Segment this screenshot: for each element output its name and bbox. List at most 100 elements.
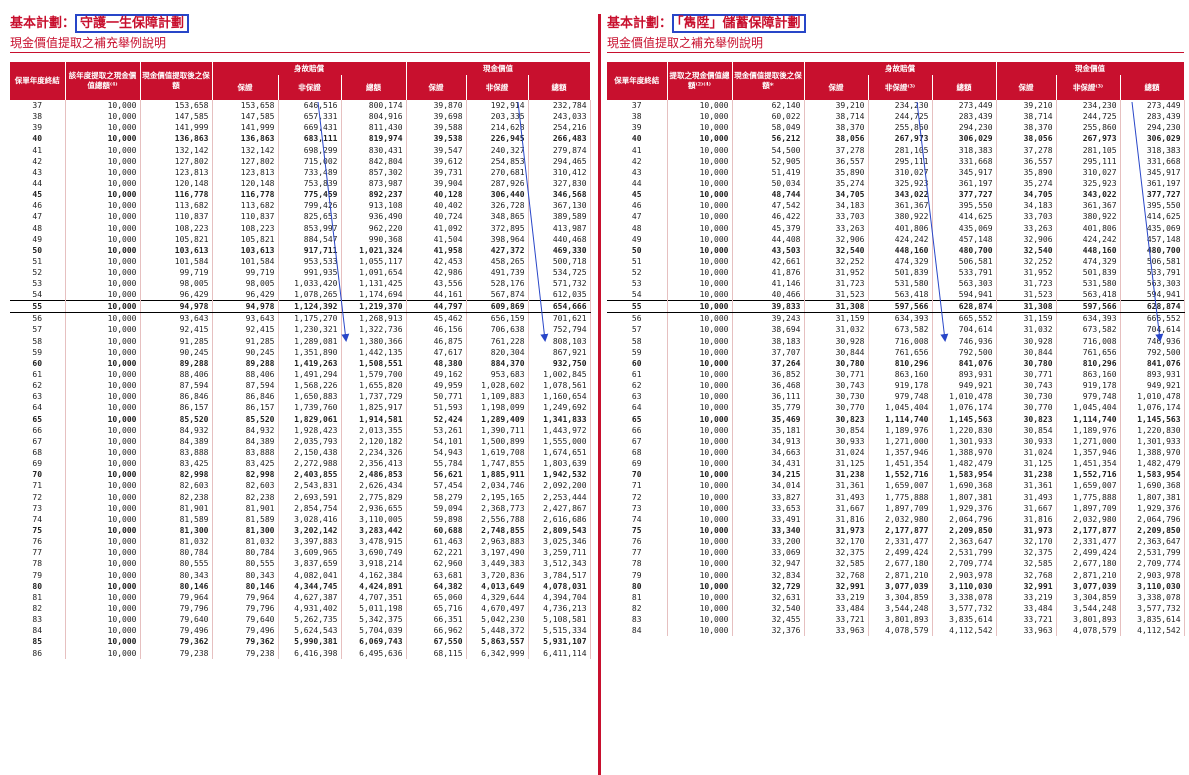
table-cell: 32,585 bbox=[804, 558, 869, 570]
table-cell: 244,725 bbox=[868, 111, 933, 123]
table-cell: 31,361 bbox=[804, 480, 869, 492]
left-title: 基本計劃： 守護一生保障計劃 bbox=[10, 12, 190, 33]
table-cell: 401,806 bbox=[1056, 222, 1121, 234]
table-cell: 39,612 bbox=[406, 155, 467, 167]
table-cell: 917,711 bbox=[278, 244, 342, 256]
table-cell: 65,060 bbox=[406, 591, 467, 603]
table-cell: 30,780 bbox=[804, 357, 869, 369]
table-row: 60 10,000 37,264 30,780 810,296 841,076 30,780… bbox=[607, 357, 1185, 369]
table-cell: 48,380 bbox=[406, 357, 467, 369]
table-cell: 4,112,542 bbox=[1120, 625, 1185, 637]
table-cell: 10,000 bbox=[667, 458, 733, 470]
table-cell: 389,589 bbox=[528, 211, 591, 223]
table-row: 80 10,000 80,146 80,146 4,344,745 4,424,891 64… bbox=[10, 580, 591, 592]
table-row: 64 10,000 86,157 86,157 1,739,760 1,825,917 51… bbox=[10, 402, 591, 414]
table-cell: 35,181 bbox=[732, 424, 805, 436]
table-cell: 753,839 bbox=[278, 177, 342, 190]
table-cell: 81 bbox=[10, 591, 66, 603]
table-row: 49 10,000 44,408 32,906 424,242 457,148 32,906… bbox=[607, 233, 1185, 245]
table-cell: 1,482,479 bbox=[932, 458, 997, 470]
header-death-benefit: 身故賠償 bbox=[804, 62, 997, 75]
table-cell: 110,837 bbox=[212, 211, 279, 223]
table-cell: 82,998 bbox=[140, 469, 213, 481]
table-cell: 31,125 bbox=[804, 458, 869, 470]
table-cell: 254,216 bbox=[528, 122, 591, 134]
table-cell: 79,238 bbox=[212, 647, 279, 659]
table-cell: 534,725 bbox=[528, 267, 591, 279]
header-guaranteed: 保證 bbox=[212, 75, 279, 100]
table-cell: 62 bbox=[607, 380, 668, 392]
table-cell: 4,627,387 bbox=[278, 591, 342, 603]
table-cell: 2,499,424 bbox=[1056, 547, 1121, 559]
table-cell: 38,056 bbox=[804, 133, 869, 145]
table-cell: 30,823 bbox=[804, 413, 869, 425]
table-cell: 30,743 bbox=[996, 380, 1057, 392]
table-cell: 10,000 bbox=[65, 636, 141, 648]
header-total: 總額 bbox=[932, 75, 997, 100]
table-cell: 192,914 bbox=[466, 100, 529, 112]
table-cell: 35,274 bbox=[996, 177, 1057, 190]
table-cell: 10,000 bbox=[65, 536, 141, 548]
table-cell: 67,550 bbox=[406, 636, 467, 648]
table-row: 50 10,000 43,503 32,540 448,160 480,700 32,540… bbox=[607, 244, 1185, 256]
table-cell: 2,034,746 bbox=[466, 480, 529, 492]
table-row: 50 10,000 103,613 103,613 917,711 1,021,324 41… bbox=[10, 244, 591, 256]
table-row: 70 10,000 34,215 31,238 1,552,716 1,583,954 31… bbox=[607, 469, 1185, 481]
table-cell: 2,253,444 bbox=[528, 491, 591, 503]
table-cell: 3,110,030 bbox=[1120, 580, 1185, 592]
header-cash-after: 現金價值提取後之保額* bbox=[732, 62, 805, 100]
table-cell: 32,540 bbox=[732, 602, 805, 615]
table-cell: 40,402 bbox=[406, 200, 467, 212]
table-cell: 424,242 bbox=[1056, 233, 1121, 245]
header-non-guaranteed: 非保證 bbox=[278, 75, 342, 100]
table-cell: 153,658 bbox=[212, 100, 279, 112]
table-cell: 87,594 bbox=[140, 380, 213, 392]
table-cell: 127,802 bbox=[140, 155, 213, 167]
table-cell: 1,555,000 bbox=[528, 435, 591, 447]
header-total: 總額 bbox=[341, 75, 407, 100]
table-cell: 10,000 bbox=[65, 580, 141, 592]
table-cell: 893,931 bbox=[932, 368, 997, 381]
table-cell: 10,000 bbox=[65, 513, 141, 525]
table-row: 79 10,000 32,834 32,768 2,871,210 2,903,978 32… bbox=[607, 569, 1185, 581]
table-cell: 715,002 bbox=[278, 155, 342, 167]
table-cell: 76 bbox=[10, 536, 66, 548]
table-row: 44 10,000 120,148 120,148 753,839 873,987 39,9… bbox=[10, 177, 591, 190]
table-cell: 1,145,563 bbox=[932, 413, 997, 425]
table-cell: 98,005 bbox=[140, 278, 213, 290]
table-row: 80 10,000 32,729 32,991 3,077,039 3,110,030 32… bbox=[607, 580, 1185, 592]
table-cell: 775,459 bbox=[278, 189, 342, 201]
table-cell: 82,603 bbox=[140, 480, 213, 492]
table-cell: 1,942,532 bbox=[528, 469, 591, 481]
table-cell: 83 bbox=[10, 614, 66, 626]
table-cell: 474,329 bbox=[1056, 255, 1121, 268]
table-row: 84 10,000 32,376 33,963 4,078,579 4,112,542 33… bbox=[607, 625, 1185, 637]
table-row: 68 10,000 34,663 31,024 1,357,946 1,388,970 31… bbox=[607, 446, 1185, 459]
table-row: 60 10,000 89,288 89,288 1,419,263 1,508,551 48… bbox=[10, 357, 591, 369]
table-cell: 108,223 bbox=[212, 222, 279, 234]
table-cell: 62,140 bbox=[732, 100, 805, 112]
table-row: 43 10,000 51,419 35,890 310,027 345,917 35,890… bbox=[607, 166, 1185, 178]
table-cell: 1,500,899 bbox=[466, 435, 529, 447]
table-cell: 10,000 bbox=[667, 391, 733, 403]
table-cell: 1,491,294 bbox=[278, 368, 342, 381]
table-cell: 2,775,829 bbox=[341, 491, 407, 503]
table-cell: 31,973 bbox=[804, 524, 869, 537]
table-cell: 528,176 bbox=[466, 278, 529, 290]
table-cell: 81,032 bbox=[212, 536, 279, 548]
table-cell: 31,493 bbox=[804, 491, 869, 503]
table-cell: 1,690,368 bbox=[1120, 480, 1185, 492]
table-cell: 92,415 bbox=[212, 324, 279, 336]
table-cell: 3,449,383 bbox=[466, 558, 529, 570]
table-cell: 31,308 bbox=[996, 300, 1057, 314]
table-cell: 153,658 bbox=[140, 100, 213, 112]
table-cell: 10,000 bbox=[65, 312, 141, 325]
table-row: 66 10,000 35,181 30,854 1,189,976 1,220,830 30… bbox=[607, 424, 1185, 436]
table-cell: 612,035 bbox=[528, 289, 591, 301]
table-cell: 1,109,883 bbox=[466, 391, 529, 403]
table-cell: 1,775,888 bbox=[1056, 491, 1121, 503]
table-cell: 3,577,732 bbox=[1120, 602, 1185, 615]
table-cell: 244,725 bbox=[1056, 111, 1121, 123]
table-cell: 80,555 bbox=[140, 558, 213, 570]
table-cell: 33,963 bbox=[804, 625, 869, 637]
